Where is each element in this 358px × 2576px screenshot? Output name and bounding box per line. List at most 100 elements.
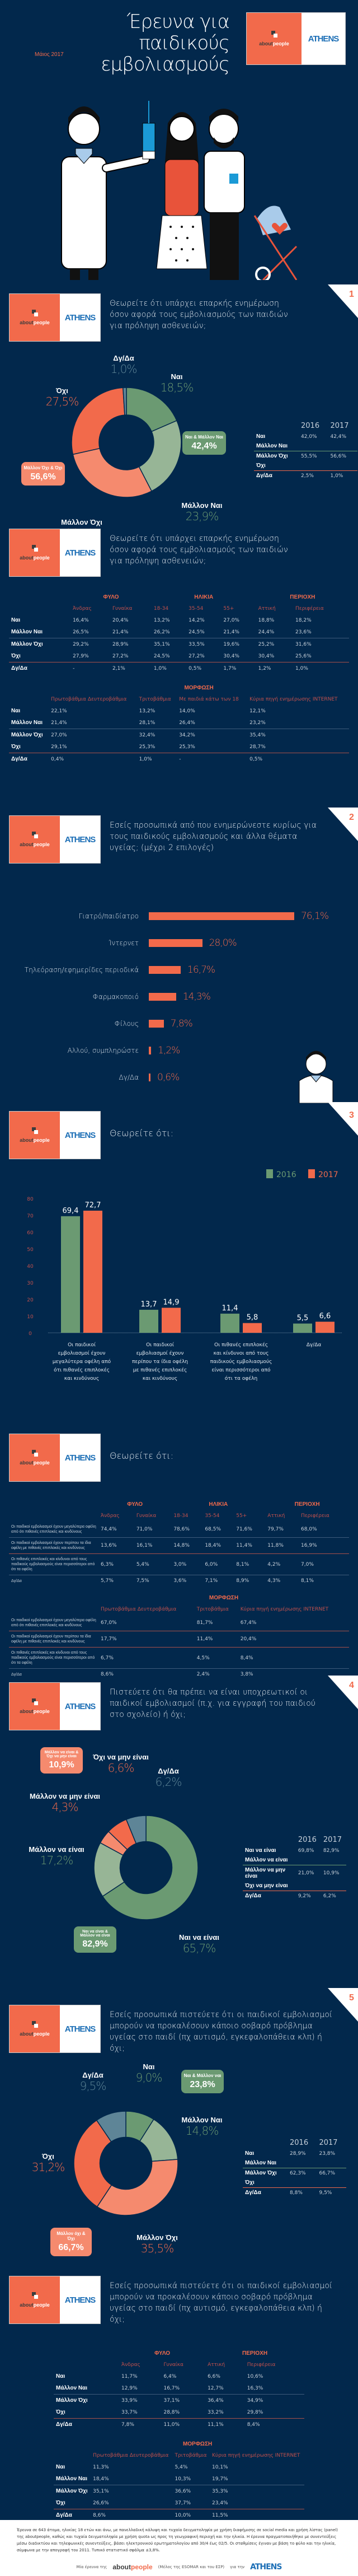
y-tick: 80 (27, 1197, 34, 1202)
question-2-section: 2 aboutpeople ATHENS Εσείς προσωπικά από… (0, 808, 358, 1103)
column-header: Με παιδιά κάτω των 18 (179, 697, 239, 702)
svg-text:1: 1 (349, 290, 354, 299)
slice-label-yes: Ναι 9,0% (135, 2062, 163, 2084)
comparison-row: Όχι (243, 2178, 346, 2188)
comparison-row: Μάλλον Όχι 55,5% 56,6% (256, 453, 347, 459)
question-text: Εσείς προσωπικά πιστεύετε ότι οι παιδικο… (110, 2281, 333, 2324)
credit-mid: (Μέλος της ESOMAR και του ΕΣΡ) (158, 2565, 225, 2569)
table-row: Μάλλον Ναι 12,9% 16,7% 12,7% 16,3% (54, 2382, 304, 2395)
legend-swatch (308, 1169, 315, 1178)
table-row: Μάλλον Όχι 33,9% 37,1% 36,4% 34,9% (56, 2397, 263, 2404)
donut-slice-2 (72, 447, 153, 498)
legend-swatch (266, 1169, 273, 1178)
bar-label: Φίλους (114, 1020, 139, 1028)
q1-year-comparison: 2016 2017 Ναι 42,0% 42,4% Μάλλον Ναι Μάλλον Όχ… (254, 420, 357, 480)
table-row: Οι πιθανές επιπλοκές και κίνδυνοι από το… (9, 1647, 349, 1669)
credit-line: Μία έρευνα της aboutpeople (Μέλος της ES… (17, 2563, 341, 2571)
column-header: Κύρια πηγή ενημέρωσης INTERNET (240, 1607, 329, 1612)
table-row: Μάλλον Όχι 35,1% 36,6% 35,3% (56, 2488, 228, 2494)
table-row: Ναι 11,3% 5,4% 10,1% (56, 2464, 228, 2470)
question-1-section: 1 aboutpeople ATHENS Θεωρείτε ότι υπάρχε… (0, 284, 358, 540)
table-row: Όχι 29,1% 25,3% 25,3% 28,7% (9, 741, 349, 753)
brand-logo: aboutpeople ATHENS (9, 2276, 101, 2324)
table-row: Δγ/Δα 8,6% 2,4% 3,8% (11, 1672, 253, 1677)
column-header: Άνδρας (73, 606, 92, 612)
group-header: ΠΕΡΙΟΧΗ (294, 1501, 320, 1508)
column-header: Περιφέρεια (295, 606, 324, 612)
table-row: Μάλλον Όχι 27,0% 32,4% 34,2% 35,4% (11, 732, 266, 738)
bar-value: 69,4 (63, 1207, 79, 1215)
year-header: 2016 (290, 2139, 309, 2147)
group-header: ΜΟΡΦΩΣΗ (184, 685, 214, 691)
bar-value: 72,7 (85, 1201, 101, 1210)
q5-donut-chart: Δγ/Δα 9,5% Ναι 9,0% Ναι & Μάλλον ναι 23,8% … (9, 2054, 349, 2267)
bar-2017 (315, 1322, 335, 1333)
y-tick: 20 (27, 1298, 34, 1303)
svg-text:5: 5 (349, 1993, 354, 2003)
bar-value: 14,3% (182, 991, 211, 1002)
q5-education-table: ΜΟΡΦΩΣΗ Πρωτοβάθμια Δευτεροβάθμια Τριτοβάθ… (54, 2438, 304, 2521)
bar-value: 0,6% (157, 1072, 180, 1083)
donut-slice-3 (71, 387, 125, 455)
donut-slice-4 (125, 1815, 147, 1844)
q5-year-comparison: 2016 2017 Ναι 28,9% 23,8% Μάλλον Ναι Μάλλον Όχ… (243, 2137, 346, 2197)
table-row: Ναι 11,7% 6,4% 6,6% 10,6% (56, 2373, 263, 2379)
q4-donut-chart: Μάλλον να είναι & Όχι να μην είναι 10,9% … (9, 1730, 349, 1977)
badge-no-total: Μάλλον Όχι & Όχι 56,6% (21, 462, 65, 486)
bar (149, 1020, 164, 1028)
bar-row: Ίντερνετ 28,0% (9, 930, 349, 956)
aboutpeople-logo-icon (32, 2292, 38, 2299)
aboutpeople-logo-icon (32, 2021, 38, 2028)
bar-label: Γιατρό/παιδίατρο (78, 912, 139, 920)
comparison-row: Μάλλον να είναι (243, 1855, 346, 1865)
y-tick: 60 (27, 1230, 34, 1236)
column-header: Άνδρας (121, 2362, 140, 2368)
q5-donut (73, 2111, 178, 2216)
brand-logo: aboutpeople ATHENS (9, 1682, 101, 1730)
svg-text:4: 4 (349, 1681, 354, 1690)
table-row: Οι παιδικοί εμβολιασμοί έχουν μεγαλύτερα… (9, 1615, 349, 1631)
bar-label: Ίντερνετ (109, 939, 139, 947)
group-header: ΠΕΡΙΟΧΗ (242, 2350, 268, 2356)
bar-value: 13,7 (141, 1300, 157, 1309)
athens-logo: ATHENS (302, 13, 345, 64)
doctor-icon (299, 1051, 333, 1103)
y-tick: 0 (29, 1331, 32, 1337)
bar-value: 5,8 (247, 1314, 258, 1322)
footer: Έρευνα σε 643 άτομα, ηλικίας 18 ετών και… (0, 2520, 358, 2576)
table-row: Όχι 27,9% 27,2% 24,5% 27,2% 30,4% 30,4% 25,6% (9, 650, 349, 662)
bar-2017 (83, 1210, 102, 1333)
column-header: Αττική (267, 1513, 285, 1519)
section-number-4: 4 (328, 1676, 358, 1709)
athens-logo: ATHENS (60, 1112, 100, 1159)
bar-row: Αλλού, συμπληρώστε 1,2% (9, 1037, 349, 1064)
group-header: ΦΥΛΟ (154, 2350, 170, 2356)
column-header: Τριτοβάθμια (196, 1607, 229, 1612)
aboutpeople-logo-icon (32, 832, 38, 838)
y-tick: 30 (27, 1281, 34, 1286)
survey-date: Μάιος 2017 (35, 52, 64, 58)
credit-post: για την (230, 2565, 245, 2569)
badge-no-total: Μάλλον να είναι & Όχι να μην είναι 10,9% (40, 1747, 83, 1774)
comparison-row: Μάλλον να μην είναι 21,0% 10,9% (245, 1867, 340, 1879)
column-header: 35-54 (189, 606, 204, 612)
slice-label-rather-no: Μάλλον να μην είναι 4,3% (29, 1792, 101, 1814)
slice-label-rather-yes: Μάλλον Ναι 23,9% (181, 501, 223, 523)
athens-logo: ATHENS (60, 529, 100, 576)
q1-donut (71, 387, 182, 498)
legend-label: 2016 (276, 1170, 296, 1179)
question-3-breakdown: aboutpeople ATHENS Θεωρείτε ότι: ΦΥΛΟ ΗΛΙ… (0, 1434, 358, 1680)
slice-label-dk: Δγ/Δα 9,5% (79, 2071, 107, 2093)
bar-value: 28,0% (209, 937, 237, 949)
bar (149, 912, 294, 920)
group-header: ΜΟΡΦΩΣΗ (182, 2441, 213, 2447)
table-row: Δγ/Δα 7,8% 11,0% 11,1% 8,4% (56, 2421, 260, 2428)
table-row: Οι παιδικοί εμβολιασμοί έχουν περίπου τα… (9, 1537, 349, 1554)
section-number-5: 5 (328, 1988, 358, 2022)
bar-2016 (139, 1309, 158, 1333)
question-text: Εσείς προσωπικά πιστεύετε ότι οι παιδικο… (110, 2010, 333, 2053)
brand-logo: aboutpeople ATHENS (246, 12, 346, 65)
bar-label: Φαρμακοποιό (92, 993, 139, 1001)
question-4-section: 4 aboutpeople ATHENS Πιστεύετε ότι θα πρ… (0, 1676, 358, 2005)
table-row: Δγ/Δα -2,1% 1,0% 0,5% 1,7% 1,2% 1,0% (11, 665, 308, 671)
